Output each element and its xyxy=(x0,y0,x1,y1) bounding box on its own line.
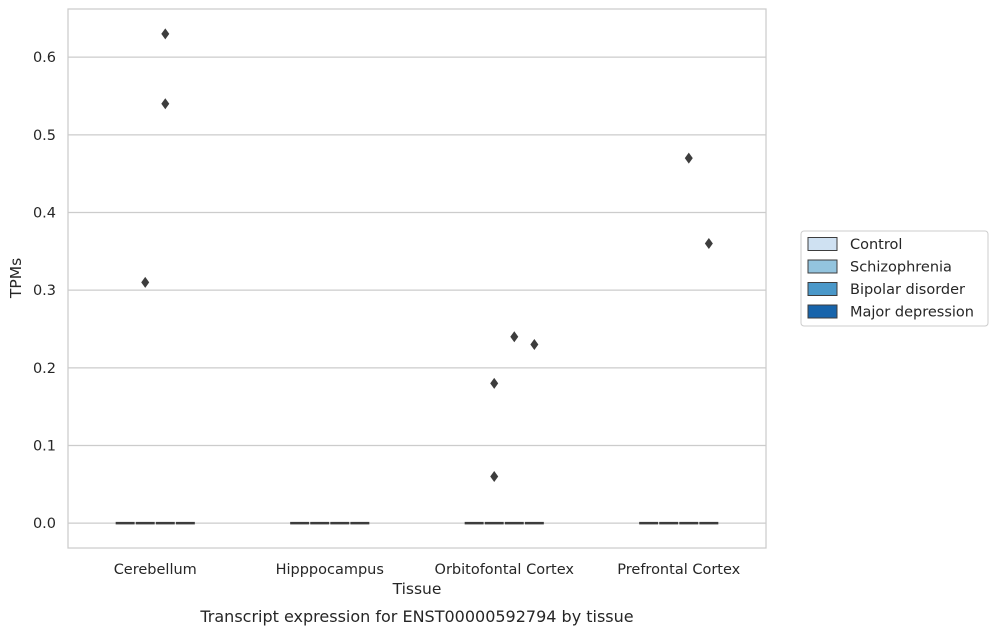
outlier-point xyxy=(490,471,499,483)
box-bipolar-disorder xyxy=(679,521,699,525)
legend-label: Bipolar disorder xyxy=(850,282,965,298)
legend-label: Control xyxy=(850,237,902,253)
box-major-depression xyxy=(699,521,719,525)
x-tick-label: Orbitofontal Cortex xyxy=(435,562,575,578)
outlier-point xyxy=(704,238,713,250)
legend-swatch xyxy=(807,259,838,274)
outlier-point xyxy=(530,339,539,351)
y-axis-title: TPMs xyxy=(7,258,25,299)
box-major-depression xyxy=(524,521,544,525)
box-schizophrenia xyxy=(484,521,504,525)
legend-swatch xyxy=(807,237,838,251)
legend-swatch xyxy=(807,282,838,296)
box-schizophrenia xyxy=(135,521,155,525)
y-tick-label: 0.4 xyxy=(33,205,56,221)
legend-label: Schizophrenia xyxy=(850,260,952,276)
x-axis-ticks: Cerebellum Hipppocampus Orbitofontal Corte… xyxy=(114,562,741,578)
y-tick-label: 0.6 xyxy=(33,50,56,66)
legend-label: Major depression xyxy=(850,305,974,321)
box-major-depression xyxy=(350,521,370,525)
outlier-point xyxy=(684,152,693,164)
box-major-depression xyxy=(175,521,195,525)
boxes xyxy=(115,521,719,525)
outlier-point xyxy=(490,377,499,389)
x-axis-title: Tissue xyxy=(392,580,442,598)
y-tick-label: 0.3 xyxy=(33,283,56,299)
outlier-point xyxy=(141,276,150,288)
box-schizophrenia xyxy=(659,521,679,525)
chart-caption: Transcript expression for ENST0000059279… xyxy=(199,607,633,626)
y-tick-label: 0.1 xyxy=(33,438,56,454)
x-tick-label: Prefrontal Cortex xyxy=(617,562,740,578)
outlier-point xyxy=(510,331,519,343)
box-control xyxy=(639,521,659,525)
grid-lines xyxy=(68,56,766,524)
outlier-point xyxy=(161,98,170,110)
box-bipolar-disorder xyxy=(155,521,175,525)
box-schizophrenia xyxy=(310,521,330,525)
y-tick-label: 0.5 xyxy=(33,128,56,144)
outlier-point xyxy=(161,28,170,40)
plot-frame xyxy=(67,8,767,549)
x-tick-label: Cerebellum xyxy=(114,562,197,578)
legend-items: Control Schizophrenia Bipolar disorder Majo… xyxy=(807,237,974,321)
box-bipolar-disorder xyxy=(330,521,350,525)
x-tick-label: Hipppocampus xyxy=(276,562,384,578)
box-control xyxy=(464,521,484,525)
outlier-points xyxy=(141,28,713,483)
legend: Control Schizophrenia Bipolar disorder Majo… xyxy=(800,230,989,327)
box-control xyxy=(290,521,310,525)
y-axis-ticks: 0.0 0.1 0.2 0.3 0.4 0.5 0.6 xyxy=(33,50,56,532)
y-tick-label: 0.0 xyxy=(33,516,56,532)
box-control xyxy=(115,521,135,525)
legend-frame xyxy=(800,230,989,327)
box-bipolar-disorder xyxy=(504,521,524,525)
legend-swatch xyxy=(807,304,838,319)
y-tick-label: 0.2 xyxy=(33,361,56,377)
